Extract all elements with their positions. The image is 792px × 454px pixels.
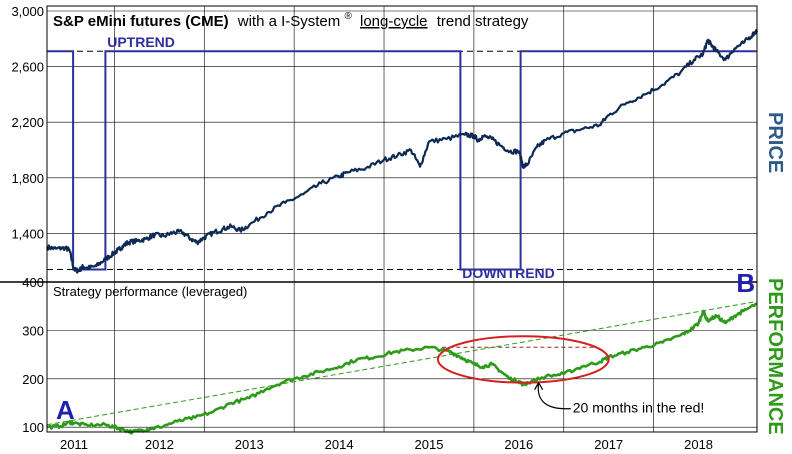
performance-trendline bbox=[46, 300, 758, 426]
price-panel: 3,000 2,600 2,200 1,800 1,400 S&P eMini futu… bbox=[11, 4, 786, 432]
title-bold: S&P eMini futures (CME) bbox=[53, 13, 229, 30]
price-y-tick-label: 3,000 bbox=[11, 4, 44, 19]
performance-panel-title: Strategy performance (leveraged) bbox=[53, 284, 247, 299]
x-tick-label: 2016 bbox=[504, 437, 533, 452]
x-tick-label: 2014 bbox=[325, 437, 354, 452]
downtrend-label: DOWNTREND bbox=[462, 265, 555, 281]
red-months-annotation: 20 months in the red! bbox=[573, 400, 705, 416]
annotation-arrow bbox=[534, 381, 571, 410]
performance-panel: 400 300 200 100 20 months in the red! Strat… bbox=[22, 268, 786, 435]
price-series-line bbox=[45, 29, 759, 274]
price-side-label: PRICE bbox=[764, 112, 786, 173]
price-y-tick-label: 1,400 bbox=[11, 226, 44, 241]
price-y-tick-label: 2,600 bbox=[11, 60, 44, 75]
x-tick-label: 2013 bbox=[235, 437, 264, 452]
title-registered-mark: ® bbox=[344, 11, 352, 22]
price-y-tick-label: 1,800 bbox=[11, 171, 44, 186]
red-period-ellipse bbox=[436, 335, 610, 384]
perf-y-tick-label: 100 bbox=[22, 420, 44, 435]
uptrend-label: UPTREND bbox=[107, 34, 175, 50]
perf-y-tick-label: 200 bbox=[22, 372, 44, 387]
price-y-tick-label: 2,200 bbox=[11, 115, 44, 130]
perf-y-tick-label: 300 bbox=[22, 323, 44, 338]
price-chart-title: S&P eMini futures (CME) with a I-System … bbox=[53, 6, 529, 30]
title-underlined: long-cycle bbox=[360, 13, 428, 30]
x-tick-label: 2018 bbox=[684, 437, 713, 452]
start-marker-a: A bbox=[56, 395, 75, 425]
end-marker-b: B bbox=[736, 268, 755, 298]
plot-frame bbox=[46, 5, 758, 433]
x-tick-label: 2011 bbox=[60, 437, 88, 452]
performance-side-label: PERFORMANCE bbox=[764, 278, 786, 435]
title-end: trend strategy bbox=[437, 13, 529, 30]
x-tick-label: 2017 bbox=[594, 437, 623, 452]
perf-y-tick-label: 400 bbox=[22, 275, 44, 290]
x-tick-label: 2015 bbox=[415, 437, 444, 452]
performance-series-line bbox=[46, 302, 758, 435]
title-main: with a I-System bbox=[237, 13, 341, 30]
x-axis: 2011 2012 2013 2014 2015 2016 2017 2018 bbox=[60, 437, 713, 452]
x-tick-label: 2012 bbox=[145, 437, 174, 452]
